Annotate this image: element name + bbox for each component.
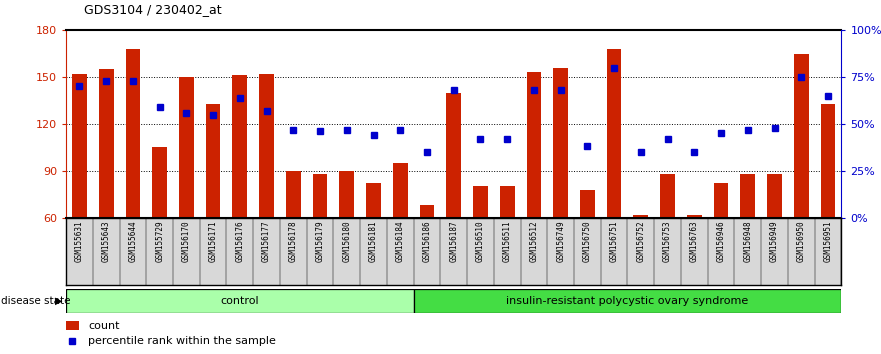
FancyBboxPatch shape — [413, 289, 841, 313]
Text: GSM156510: GSM156510 — [476, 221, 485, 262]
Bar — [740, 174, 755, 218]
Text: control: control — [220, 296, 259, 306]
Text: GSM156179: GSM156179 — [315, 221, 324, 262]
Text: GSM156949: GSM156949 — [770, 221, 779, 262]
Text: GSM156753: GSM156753 — [663, 221, 672, 262]
Text: GDS3104 / 230402_at: GDS3104 / 230402_at — [84, 3, 221, 16]
Bar — [339, 171, 354, 218]
Text: GSM155631: GSM155631 — [75, 221, 84, 262]
Text: GSM156176: GSM156176 — [235, 221, 244, 262]
Text: GSM156950: GSM156950 — [796, 221, 806, 262]
Bar — [393, 163, 408, 218]
Bar — [419, 205, 434, 218]
Bar — [152, 147, 167, 218]
Bar — [366, 183, 381, 218]
Text: GSM156752: GSM156752 — [636, 221, 646, 262]
Text: GSM156181: GSM156181 — [369, 221, 378, 262]
Bar — [794, 53, 809, 218]
Bar — [820, 104, 835, 218]
Text: GSM156750: GSM156750 — [583, 221, 592, 262]
Text: GSM156180: GSM156180 — [343, 221, 352, 262]
Bar — [126, 49, 140, 218]
Text: GSM156187: GSM156187 — [449, 221, 458, 262]
Text: GSM156177: GSM156177 — [262, 221, 271, 262]
Bar — [714, 183, 729, 218]
Bar — [527, 72, 541, 218]
Bar — [767, 174, 781, 218]
Bar — [633, 215, 648, 218]
Text: disease state: disease state — [1, 296, 70, 306]
Text: insulin-resistant polycystic ovary syndrome: insulin-resistant polycystic ovary syndr… — [507, 296, 749, 306]
FancyBboxPatch shape — [66, 289, 413, 313]
Bar — [286, 171, 300, 218]
Text: GSM156184: GSM156184 — [396, 221, 404, 262]
Bar — [72, 74, 87, 218]
Text: GSM156763: GSM156763 — [690, 221, 699, 262]
Bar — [500, 187, 515, 218]
Text: GSM155729: GSM155729 — [155, 221, 164, 262]
Text: GSM156751: GSM156751 — [610, 221, 618, 262]
Text: GSM156948: GSM156948 — [744, 221, 752, 262]
Text: GSM156749: GSM156749 — [556, 221, 565, 262]
Text: GSM156171: GSM156171 — [209, 221, 218, 262]
Bar — [206, 104, 220, 218]
Text: GSM156511: GSM156511 — [503, 221, 512, 262]
Text: GSM156178: GSM156178 — [289, 221, 298, 262]
Text: ▶: ▶ — [55, 296, 63, 306]
Text: GSM156951: GSM156951 — [824, 221, 833, 262]
Text: GSM156170: GSM156170 — [181, 221, 191, 262]
Bar — [66, 321, 78, 330]
Bar — [313, 174, 328, 218]
Text: GSM156946: GSM156946 — [716, 221, 726, 262]
Bar — [259, 74, 274, 218]
Bar — [553, 68, 568, 218]
Text: GSM155643: GSM155643 — [101, 221, 111, 262]
Text: percentile rank within the sample: percentile rank within the sample — [88, 336, 276, 346]
Bar — [233, 75, 248, 218]
Text: GSM155644: GSM155644 — [129, 221, 137, 262]
Bar — [660, 174, 675, 218]
Text: GSM156186: GSM156186 — [423, 221, 432, 262]
Text: GSM156512: GSM156512 — [529, 221, 538, 262]
Bar — [687, 215, 701, 218]
Bar — [473, 187, 488, 218]
Bar — [607, 49, 621, 218]
Bar — [580, 190, 595, 218]
Text: count: count — [88, 321, 120, 331]
Bar — [447, 93, 461, 218]
Bar — [179, 77, 194, 218]
Bar — [99, 69, 114, 218]
